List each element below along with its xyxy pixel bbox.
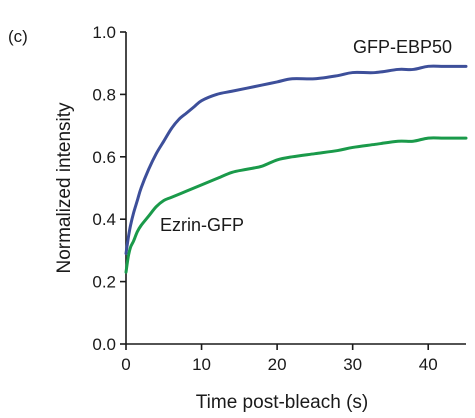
x-tick-label: 40 <box>419 355 438 374</box>
y-tick-label: 0.6 <box>92 148 116 167</box>
x-axis: 0 10 20 30 40 <box>121 343 466 374</box>
series-label-ezrin-gfp: Ezrin-GFP <box>160 215 244 235</box>
y-axis-title: Normalized intensity <box>54 102 75 274</box>
series-line-gfp-ebp50 <box>124 64 468 256</box>
series-line-ezrin-gfp <box>124 136 468 274</box>
panel-label: (c) <box>8 27 28 46</box>
y-tick-label: 0.8 <box>92 85 116 104</box>
y-axis: 0.0 0.2 0.4 0.6 0.8 1.0 <box>92 23 127 354</box>
x-tick-label: 20 <box>268 355 287 374</box>
x-tick-label: 0 <box>121 355 130 374</box>
series-label-gfp-ebp50: GFP-EBP50 <box>353 37 452 57</box>
x-tick-label: 30 <box>343 355 362 374</box>
y-tick-label: 1.0 <box>92 23 116 42</box>
y-tick-label: 0.0 <box>92 335 116 354</box>
x-axis-title: Time post-bleach (s) <box>196 392 368 413</box>
y-tick-label: 0.4 <box>92 210 116 229</box>
series-group <box>124 64 468 274</box>
x-tick-label: 10 <box>192 355 211 374</box>
y-tick-label: 0.2 <box>92 273 116 292</box>
